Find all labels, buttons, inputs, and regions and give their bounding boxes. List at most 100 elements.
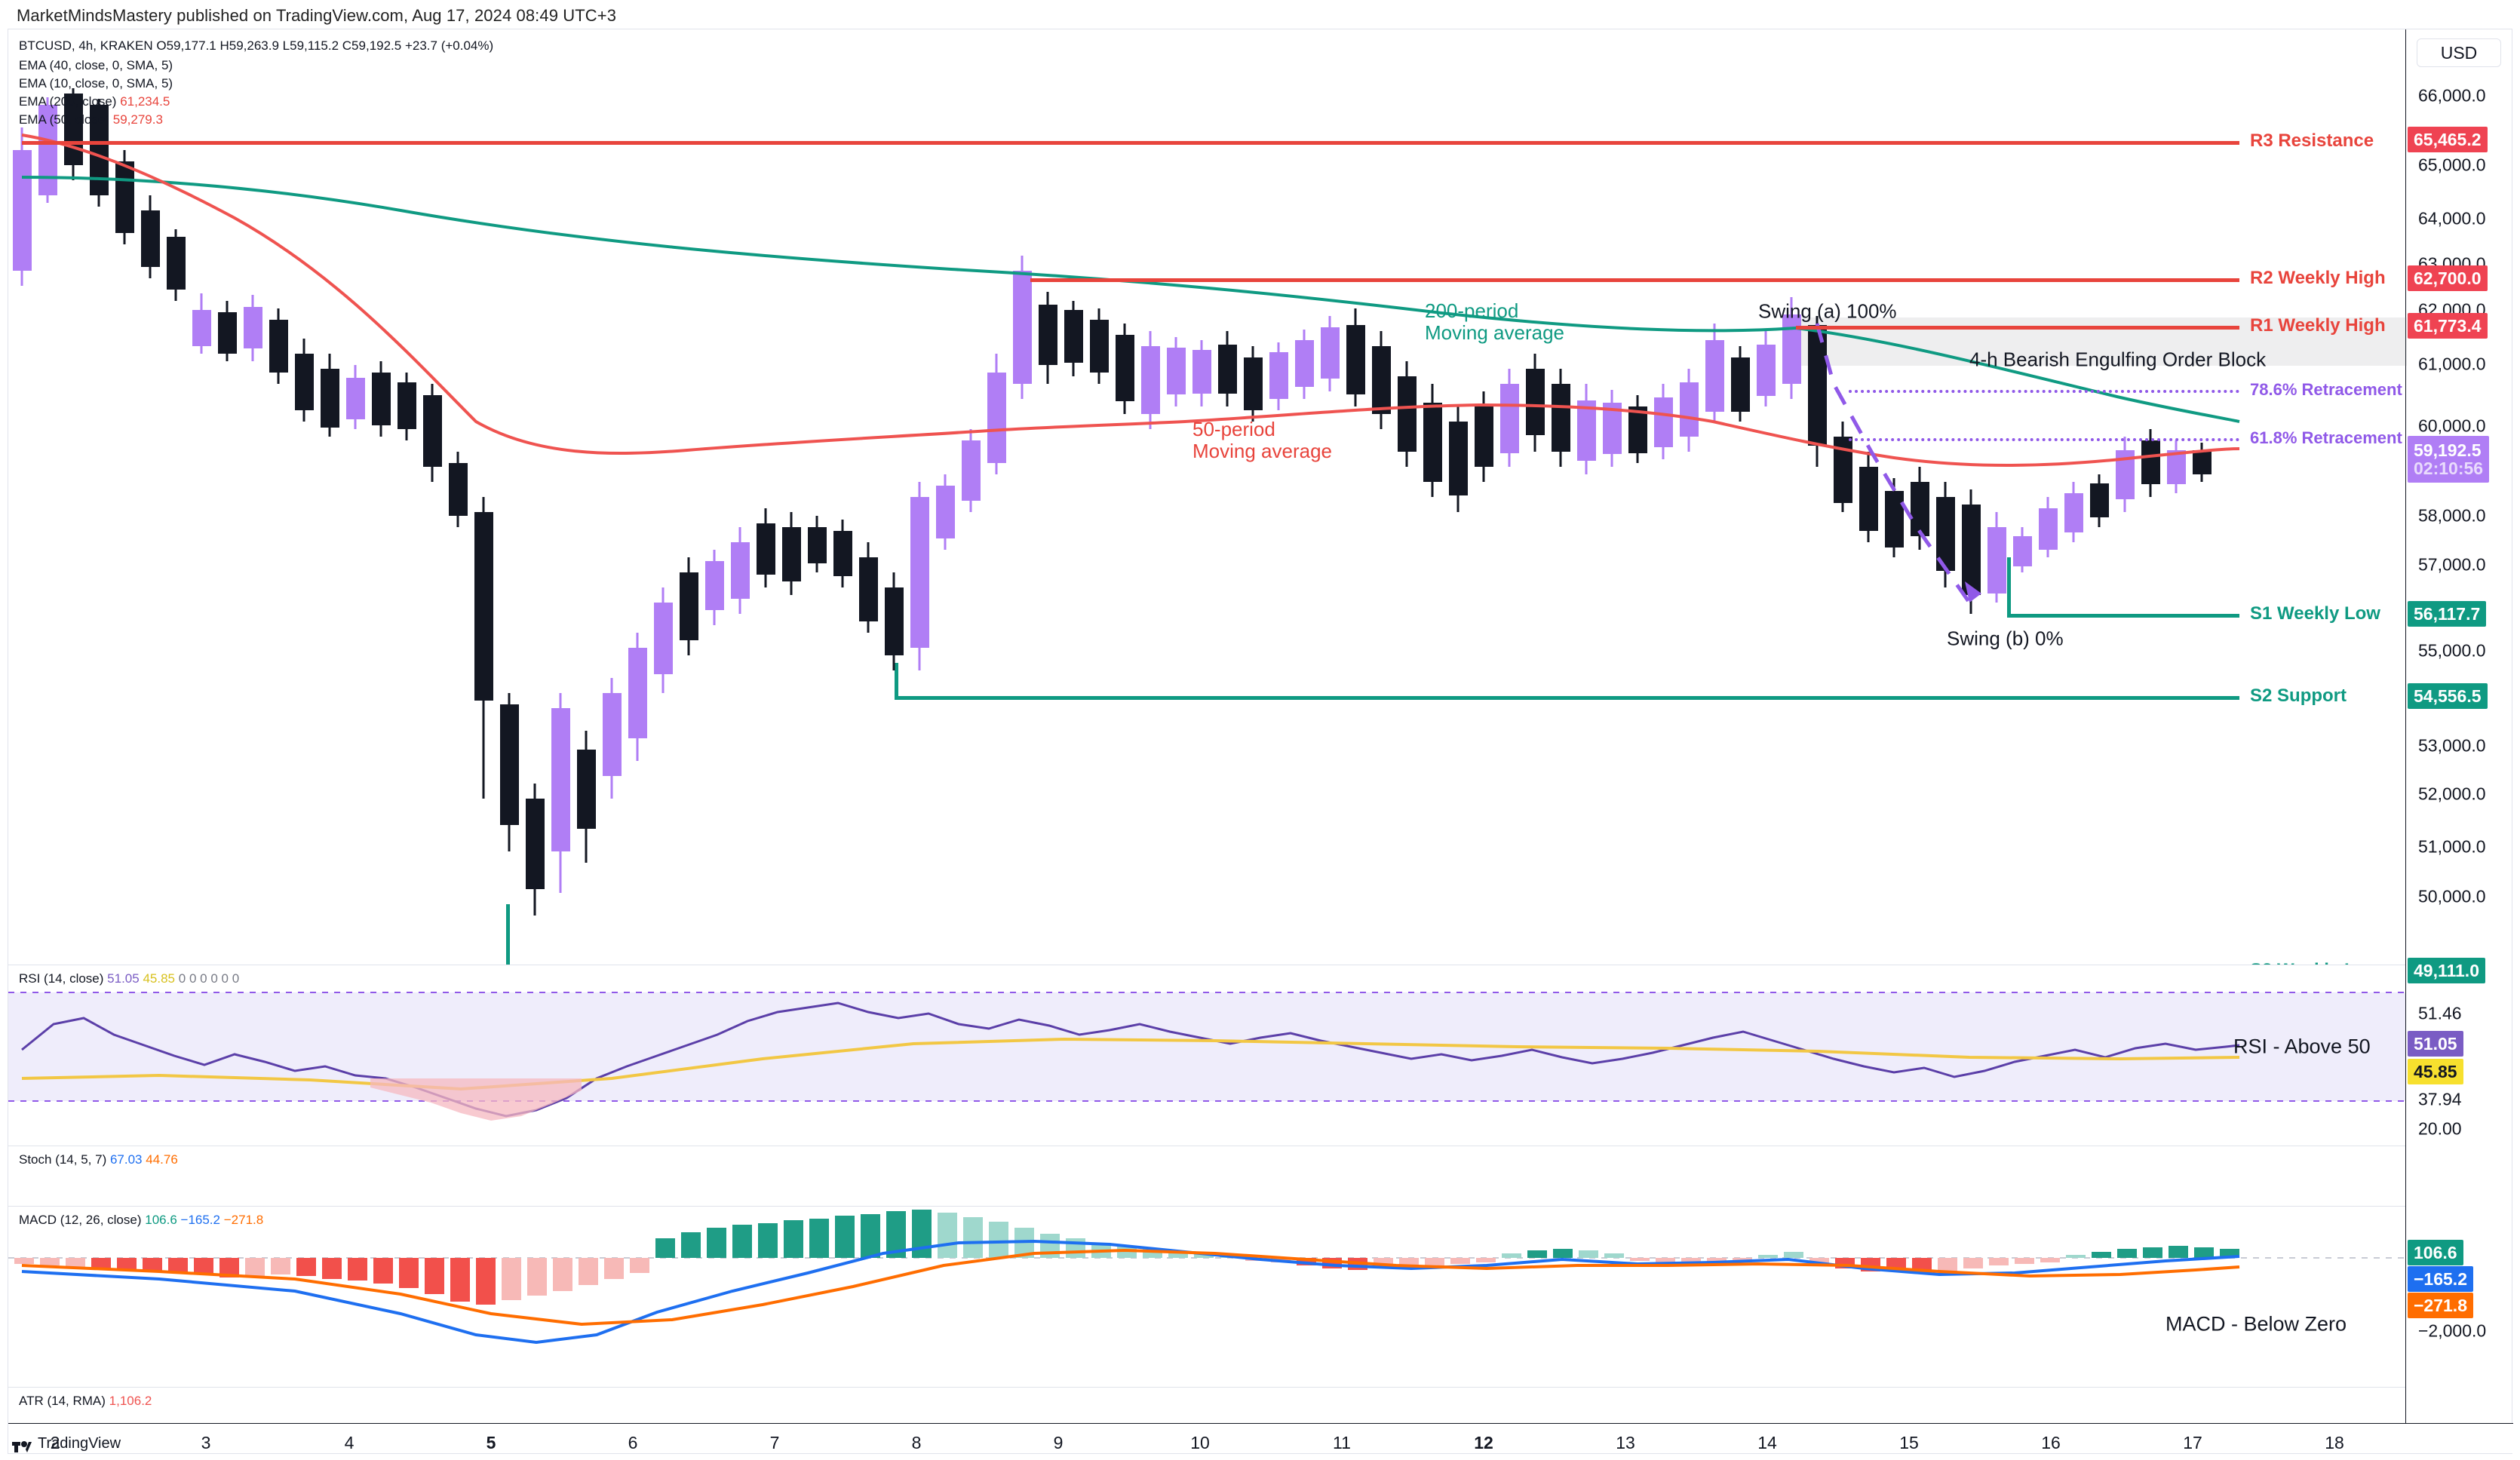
time-tick: 13 xyxy=(1616,1433,1635,1452)
time-tick: 7 xyxy=(769,1433,780,1452)
price-tick: 52,000.0 xyxy=(2418,784,2486,804)
macd-hist-tag: 106.6 xyxy=(2408,1240,2463,1265)
level-line-s1 xyxy=(2007,614,2239,618)
price-pane[interactable]: R3 Resistance R2 Weekly High R1 Weekly H… xyxy=(8,29,2407,965)
macd-series xyxy=(8,1210,2407,1345)
macd-tick: −2,000.0 xyxy=(2418,1320,2487,1341)
price-tick: 50,000.0 xyxy=(2418,886,2486,906)
price-tick: 61,000.0 xyxy=(2418,354,2486,374)
price-tag-s3: 49,111.0 xyxy=(2408,958,2485,983)
annotation-swing-b: Swing (b) 0% xyxy=(1947,627,2064,650)
level-label-s3: S3 Weekly Low xyxy=(2250,960,2380,965)
price-tick: 53,000.0 xyxy=(2418,735,2486,756)
time-tick: 17 xyxy=(2183,1433,2202,1452)
ema40-legend: EMA (40, close, 0, SMA, 5) xyxy=(19,58,173,73)
price-tick: 55,000.0 xyxy=(2418,640,2486,661)
stoch-pane[interactable]: Stoch (14, 5, 7) 67.03 44.76 xyxy=(8,1146,2407,1206)
annotation-ma50: 50-period Moving average xyxy=(1192,417,1332,462)
candlestick-series xyxy=(13,88,2240,916)
price-tick: 58,000.0 xyxy=(2418,505,2486,526)
stoch-legend: Stoch (14, 5, 7) 67.03 44.76 xyxy=(19,1152,178,1167)
rsi-legend-name: RSI (14, close) xyxy=(19,971,104,986)
price-tag-s2: 54,556.5 xyxy=(2408,683,2488,709)
rsi-pane[interactable]: RSI (14, close) 51.05 45.85 0 0 0 0 0 0 … xyxy=(8,965,2407,1146)
level-label-r1: R1 Weekly High xyxy=(2250,315,2386,336)
annotation-order-block: 4-h Bearish Engulfing Order Block xyxy=(1969,348,2267,371)
atr-pane[interactable]: ATR (14, RMA) 1,106.2 xyxy=(8,1387,2407,1423)
level-riser-s2 xyxy=(895,663,898,698)
atr-legend-name: ATR (14, RMA) xyxy=(19,1394,106,1408)
price-scale[interactable]: USD 66,000.0 65,000.0 64,000.0 63,000.0 … xyxy=(2405,29,2512,1423)
atr-legend: ATR (14, RMA) 1,106.2 xyxy=(19,1394,152,1409)
rsi-legend-extra-6: 0 xyxy=(232,971,240,986)
rsi-series xyxy=(8,992,2407,1121)
price-tag-last: 59,192.5 02:10:56 xyxy=(2408,436,2490,483)
ema40-label: EMA (40, close, 0, SMA, 5) xyxy=(19,58,173,72)
rsi-ma-tag-value: 45.85 xyxy=(2408,1059,2463,1084)
currency-pill[interactable]: USD xyxy=(2417,38,2501,67)
annotation-ma50-line1: 50-period xyxy=(1192,417,1275,440)
stoch-k-value: 67.03 xyxy=(109,1152,143,1167)
rsi-legend-value: 51.05 xyxy=(107,971,140,986)
time-tick: 15 xyxy=(1899,1433,1919,1452)
price-tick: 65,000.0 xyxy=(2418,155,2486,175)
level-label-r3: R3 Resistance xyxy=(2250,130,2374,151)
rsi-tag-value: 51.05 xyxy=(2408,1031,2463,1057)
macd-pane[interactable]: MACD (12, 26, close) 106.6 −165.2 −271.8… xyxy=(8,1206,2407,1387)
tradingview-mark-icon xyxy=(12,1440,32,1452)
ema200-value: 61,234.5 xyxy=(120,94,170,109)
price-tick: 51,000.0 xyxy=(2418,836,2486,857)
level-label-fib-618: 61.8% Retracement xyxy=(2250,428,2402,447)
annotation-ma200-line1: 200-period xyxy=(1425,299,1519,322)
time-tick: 8 xyxy=(911,1433,922,1452)
level-label-s2: S2 Support xyxy=(2250,686,2347,706)
level-riser-s3 xyxy=(506,904,510,965)
time-axis[interactable]: 2 3 4 5 6 7 8 9 10 11 12 13 14 15 16 17 … xyxy=(8,1423,2513,1453)
ohlc-high: H59,263.9 xyxy=(219,38,279,53)
publisher-line: MarketMindsMastery published on TradingV… xyxy=(17,6,617,25)
time-tick: 10 xyxy=(1190,1433,1210,1452)
price-tag-s1: 56,117.7 xyxy=(2408,601,2487,627)
annotation-swing-a: Swing (a) 100% xyxy=(1758,299,1897,323)
time-tick: 14 xyxy=(1757,1433,1777,1452)
order-block-zone xyxy=(1796,317,2407,366)
rsi-legend-extra-3: 0 xyxy=(200,971,207,986)
level-line-fib-618 xyxy=(1849,438,2239,441)
macd-hist-value: 106.6 xyxy=(145,1213,177,1227)
symbol-label: BTCUSD, 4h, KRAKEN xyxy=(19,38,153,53)
time-tick: 18 xyxy=(2325,1433,2344,1452)
ohlc-close: C59,192.5 xyxy=(342,38,402,53)
time-tick: 3 xyxy=(201,1433,211,1452)
ema50-legend: EMA (50, close) 59,279.3 xyxy=(19,112,163,127)
price-tick: 66,000.0 xyxy=(2418,85,2486,106)
price-tick: 64,000.0 xyxy=(2418,208,2486,229)
rsi-legend: RSI (14, close) 51.05 45.85 0 0 0 0 0 0 xyxy=(19,971,239,986)
level-line-r1 xyxy=(1796,326,2239,330)
price-tag-r1: 61,773.4 xyxy=(2408,313,2488,339)
time-tick: 4 xyxy=(344,1433,355,1452)
rsi-legend-extra-1: 0 xyxy=(178,971,186,986)
time-tick: 11 xyxy=(1333,1433,1351,1452)
time-tick: 9 xyxy=(1053,1433,1064,1452)
ema10-legend: EMA (10, close, 0, SMA, 5) xyxy=(19,76,173,91)
level-riser-s1 xyxy=(2007,557,2011,615)
tradingview-logo: TradingView xyxy=(12,1435,121,1452)
level-label-s1: S1 Weekly Low xyxy=(2250,603,2380,624)
ema50-value: 59,279.3 xyxy=(112,112,163,127)
macd-signal-value: −271.8 xyxy=(223,1213,264,1227)
time-tick: 16 xyxy=(2041,1433,2061,1452)
price-tick: 60,000.0 xyxy=(2418,416,2486,436)
chart-frame: R3 Resistance R2 Weekly High R1 Weekly H… xyxy=(8,29,2513,1454)
ema200-label: EMA (200, close) xyxy=(19,94,117,109)
time-tick: 12 xyxy=(1474,1433,1493,1452)
price-tick: 57,000.0 xyxy=(2418,554,2486,575)
macd-line-value: −165.2 xyxy=(180,1213,220,1227)
stoch-d-value: 44.76 xyxy=(146,1152,178,1167)
level-label-r2: R2 Weekly High xyxy=(2250,268,2386,288)
macd-line-tag: −165.2 xyxy=(2408,1266,2473,1292)
time-tick: 6 xyxy=(628,1433,638,1452)
rsi-tick: 37.94 xyxy=(2418,1089,2462,1109)
stoch-legend-name: Stoch (14, 5, 7) xyxy=(19,1152,107,1167)
annotation-macd-below-zero: MACD - Below Zero xyxy=(2165,1312,2347,1336)
